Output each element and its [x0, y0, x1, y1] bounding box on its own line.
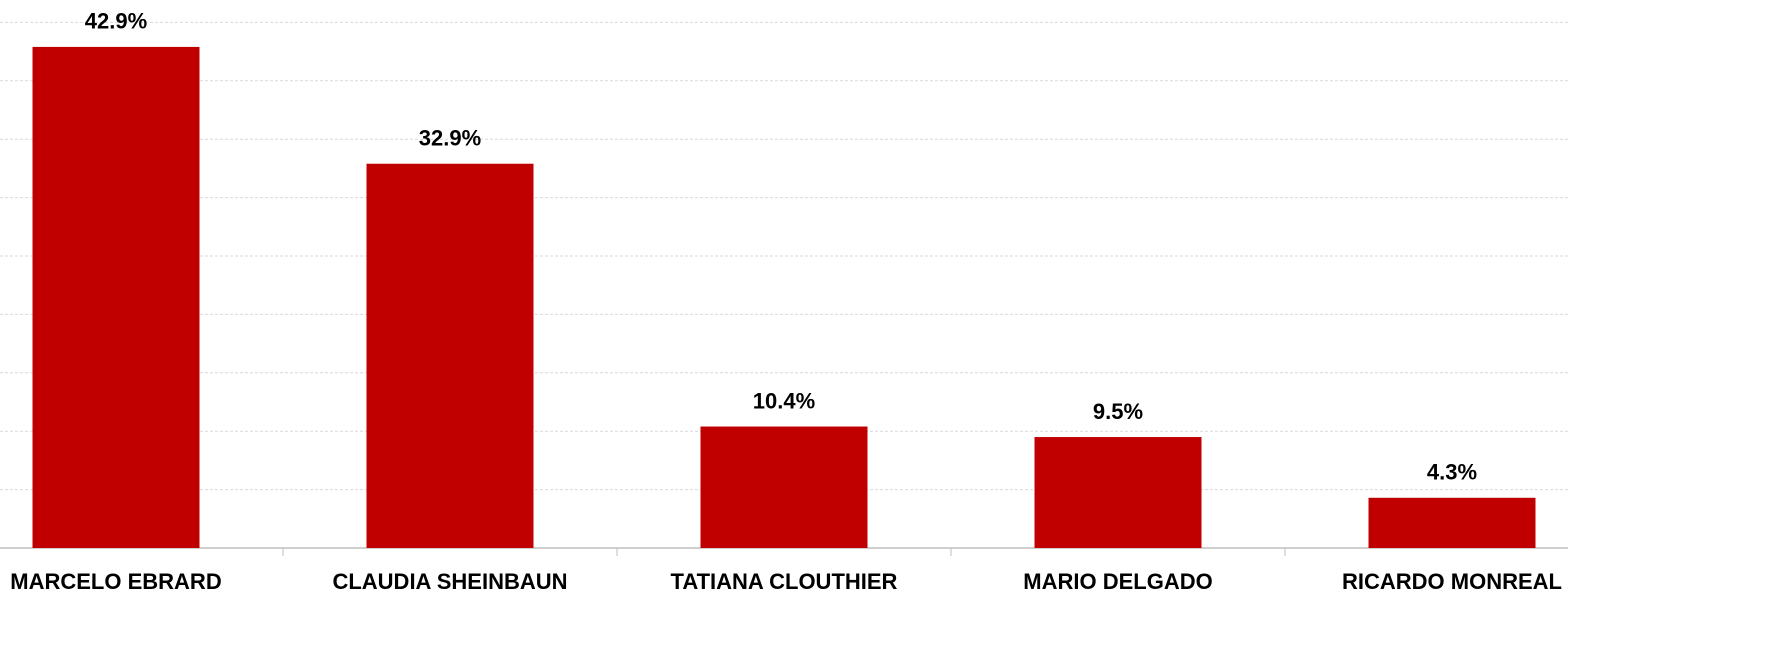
bar [1368, 497, 1536, 548]
x-tick-label: RICARDO MONREAL [1342, 569, 1562, 594]
bar [700, 426, 868, 548]
x-tick-label: MARCELO EBRARD [10, 569, 221, 594]
data-label: 4.3% [1427, 460, 1477, 485]
data-label: 10.4% [753, 388, 815, 413]
bar [1034, 437, 1202, 548]
bar [366, 163, 534, 548]
x-tick-label: MARIO DELGADO [1023, 569, 1212, 594]
x-tick-label: CLAUDIA SHEINBAUN [332, 569, 567, 594]
data-label: 9.5% [1093, 399, 1143, 424]
data-label: 32.9% [419, 126, 481, 151]
data-label: 42.9% [85, 9, 147, 34]
x-tick-label: TATIANA CLOUTHIER [671, 569, 898, 594]
bar [32, 46, 200, 548]
